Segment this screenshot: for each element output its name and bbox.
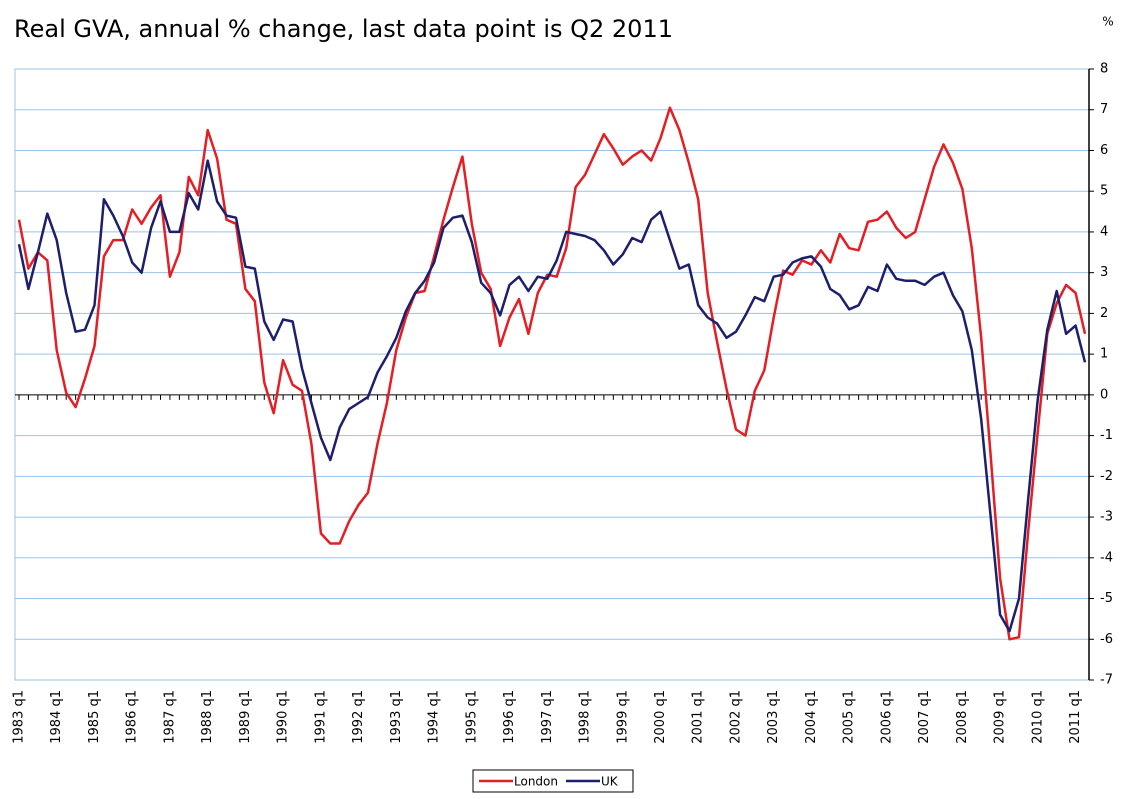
x-tick-label: 2004 q1 [804,690,819,744]
x-tick-label: 1992 q1 [351,690,366,744]
x-tick-label: 2001 q1 [691,690,706,744]
x-tick-label: 2010 q1 [1030,690,1045,744]
y-tick-label: -4 [1100,550,1113,565]
y-tick-label: 1 [1100,347,1108,362]
y-tick-label: 2 [1100,306,1108,321]
y-tick-label: -7 [1100,673,1113,688]
x-tick-label: 1990 q1 [276,690,291,744]
y-tick-label: 0 [1100,387,1108,402]
x-tick-label: 1987 q1 [162,690,177,744]
x-tick-label: 2007 q1 [917,690,932,744]
x-tick-label: 2003 q1 [766,690,781,744]
x-tick-label: 2000 q1 [653,690,668,744]
x-tick-label: 1995 q1 [464,690,479,744]
x-tick-label: 2005 q1 [842,690,857,744]
x-tick-label: 1991 q1 [313,690,328,744]
y-tick-label: 5 [1100,184,1108,199]
y-tick-label: 4 [1100,224,1108,239]
y-tick-label: -2 [1100,469,1113,484]
x-tick-label: 2011 q1 [1068,690,1083,744]
y-tick-label: 8 [1100,62,1108,77]
x-tick-label: 1994 q1 [427,690,442,744]
x-tick-label: 1996 q1 [502,690,517,744]
x-tick-label: 1999 q1 [615,690,630,744]
x-tick-label: 1998 q1 [578,690,593,744]
y-tick-label: -3 [1100,510,1113,525]
plot-frame [14,68,1090,681]
x-tick-label: 1984 q1 [49,690,64,744]
y-tick-label: 6 [1100,143,1108,158]
y-unit: % [1102,15,1113,29]
legend-label: UK [601,775,619,789]
x-tick-label: 1988 q1 [200,690,215,744]
series-line [17,159,1087,633]
y-tick-label: 3 [1100,265,1108,280]
y-tick-label: -6 [1100,632,1113,647]
y-tick-label: -1 [1100,428,1113,443]
x-tick-label: 1986 q1 [125,690,140,744]
y-tick-label: -5 [1100,591,1113,606]
x-tick-label: 1997 q1 [540,690,555,744]
legend-label: London [514,775,558,789]
series-line [17,106,1087,641]
x-tick-label: 1985 q1 [87,690,102,744]
x-tick-label: 1989 q1 [238,690,253,744]
x-tick-label: 2008 q1 [955,690,970,744]
legend-box [472,769,634,793]
x-tick-label: 2006 q1 [879,690,894,744]
x-tick-label: 1983 q1 [12,690,27,744]
x-tick-label: 2009 q1 [993,690,1008,744]
chart-title: Real GVA, annual % change, last data poi… [14,15,673,43]
y-tick-label: 7 [1100,102,1108,117]
x-tick-label: 1993 q1 [389,690,404,744]
x-tick-label: 2002 q1 [728,690,743,744]
